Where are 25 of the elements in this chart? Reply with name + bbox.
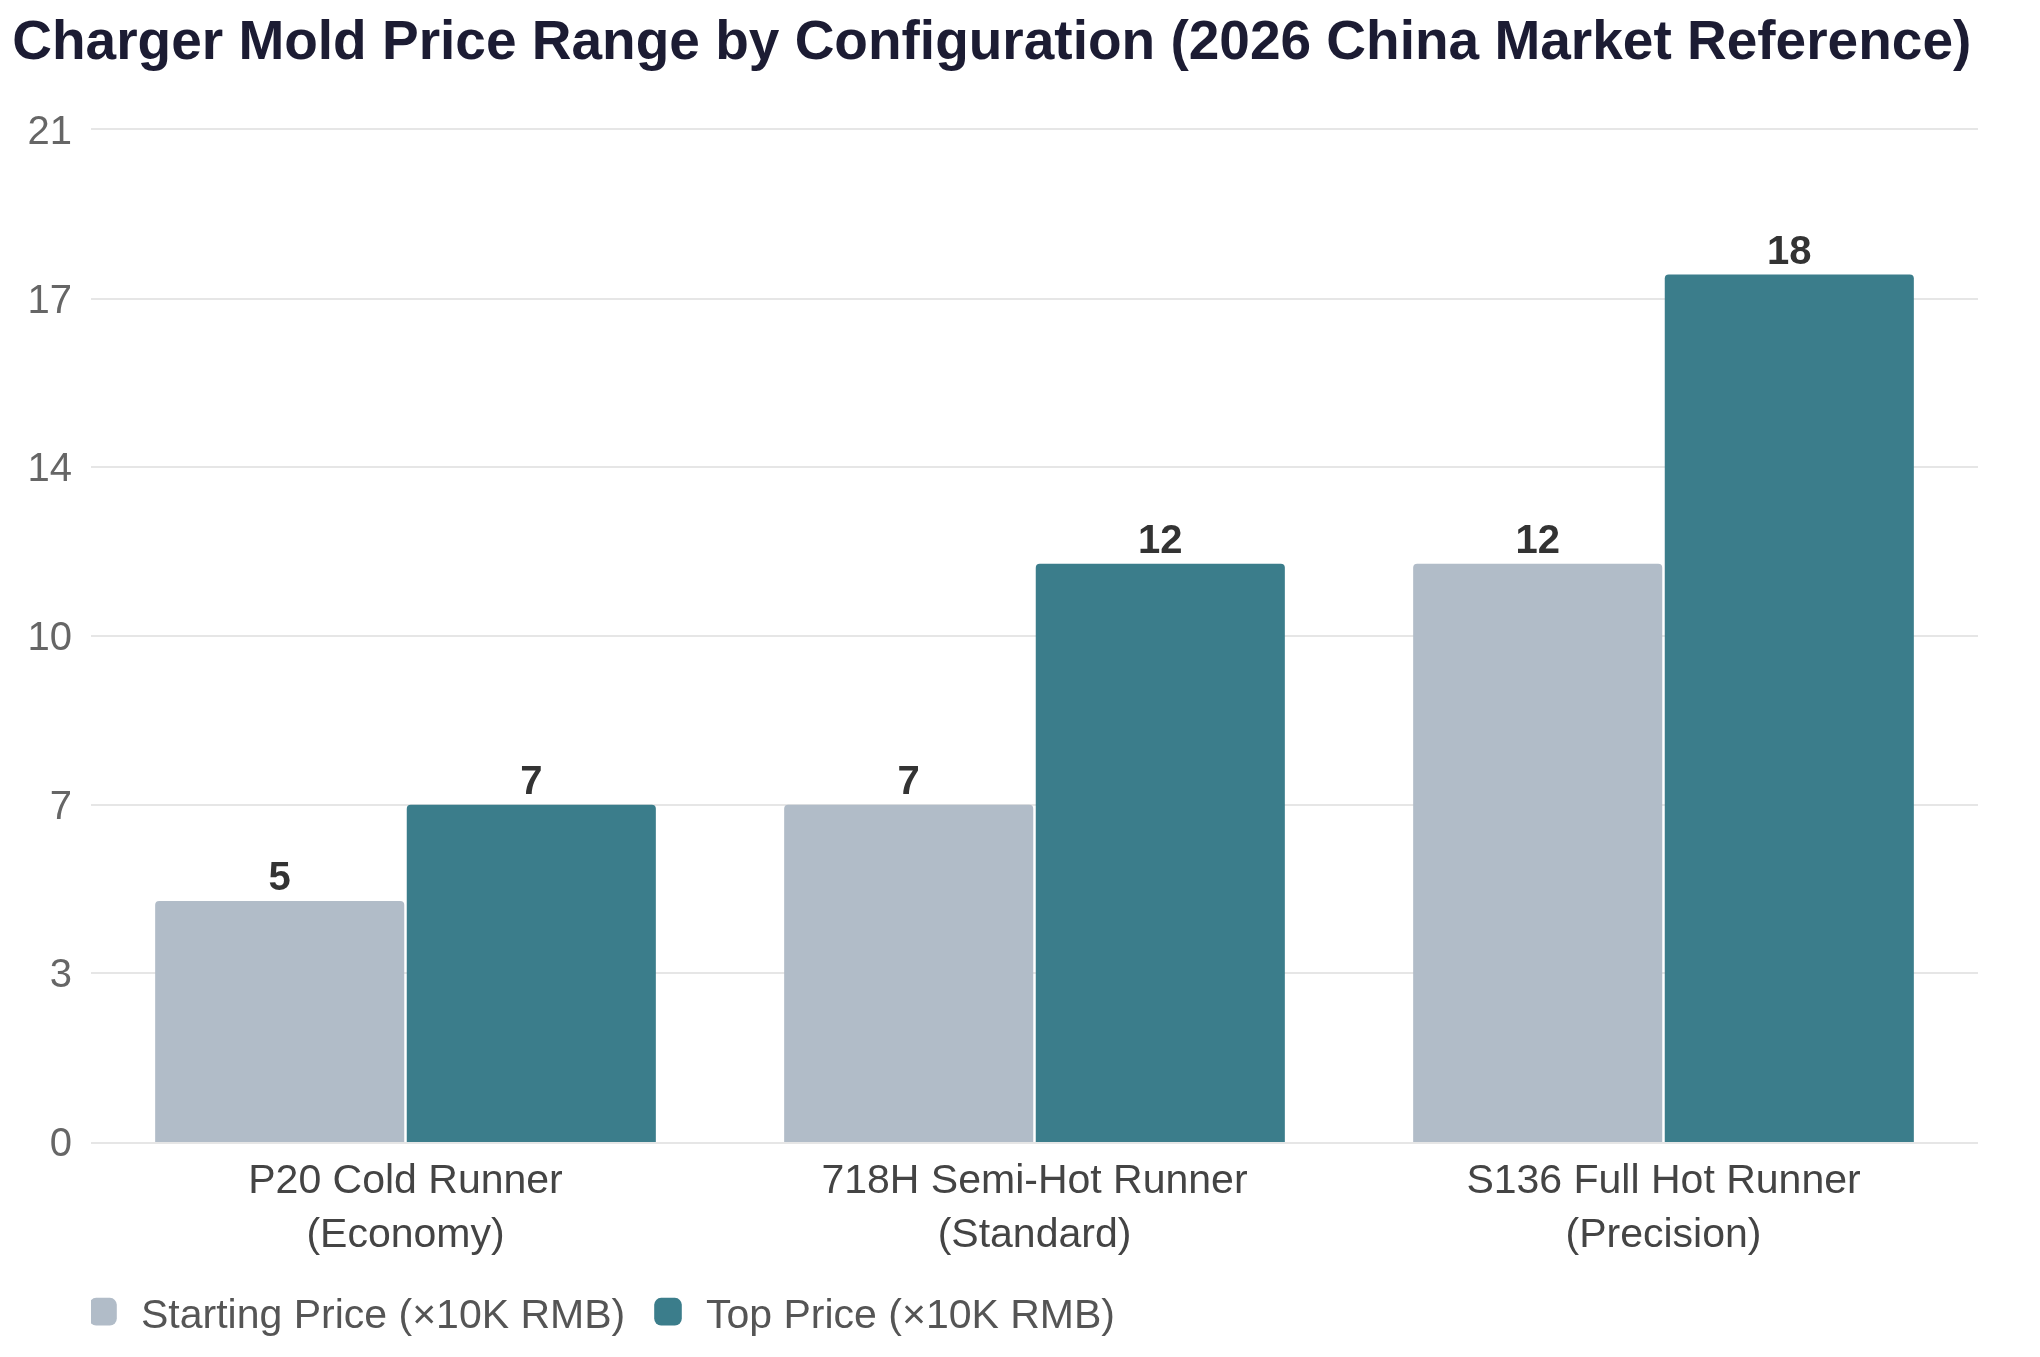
bar xyxy=(1035,563,1285,1142)
y-tick-label: 14 xyxy=(27,445,72,490)
bar xyxy=(784,804,1034,1142)
bar xyxy=(406,804,656,1142)
y-tick-label: 10 xyxy=(27,614,72,658)
legend-label: Starting Price (×10K RMB) xyxy=(141,1290,626,1337)
data-label: 7 xyxy=(520,757,543,802)
x-tick-label: 718H Semi-Hot Runner (Standard) xyxy=(821,1156,1248,1256)
y-tick-label: 0 xyxy=(49,1120,72,1164)
data-label: 12 xyxy=(1515,516,1560,561)
y-tick-label: 7 xyxy=(49,782,72,827)
data-label: 7 xyxy=(897,757,920,802)
data-label: 5 xyxy=(268,854,291,899)
data-label: 18 xyxy=(1767,227,1812,272)
bar xyxy=(1664,274,1914,1142)
x-tick-label: P20 Cold Runner (Economy) xyxy=(248,1156,563,1256)
y-tick-label: 3 xyxy=(49,951,72,996)
chart-title: Charger Mold Price Range by Configuration (2026 China Market Reference) xyxy=(12,8,1972,71)
x-tick-label: S136 Full Hot Runner (Precision) xyxy=(1466,1156,1861,1256)
y-tick-label: 21 xyxy=(27,108,72,152)
y-tick-label: 17 xyxy=(27,276,72,321)
data-label: 12 xyxy=(1138,516,1183,561)
legend-label: Top Price (×10K RMB) xyxy=(706,1290,1115,1337)
bar xyxy=(1413,563,1663,1142)
bar xyxy=(155,901,405,1142)
